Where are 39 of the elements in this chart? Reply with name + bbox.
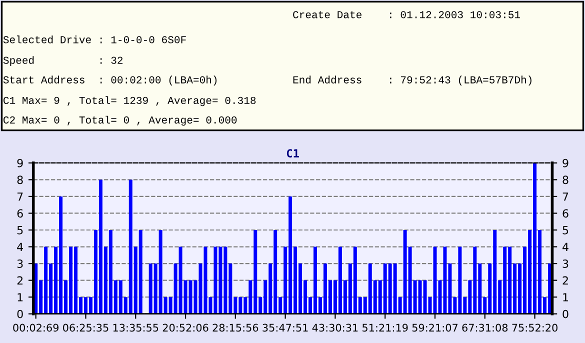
y-tick-label: 9 xyxy=(17,158,23,168)
y2-tick-label: 6 xyxy=(562,209,568,218)
text: Start Address : 00:02:00 (LBA=0h) xyxy=(3,76,217,86)
y-tick-label: 3 xyxy=(17,260,23,268)
text: C1 Max= 9 , Total= 1239 , Average= 0.318 xyxy=(4,96,256,106)
x-tick-label: 75:52:20 xyxy=(512,324,558,332)
y-tick-label: 5 xyxy=(17,226,23,234)
y-tick-label: 0 xyxy=(17,310,23,318)
chart-title: C1 xyxy=(286,149,299,158)
text: C2 Max= 0 , Total= 0 , Average= 0.000 xyxy=(4,116,237,126)
x-tick-label: 06:25:35 xyxy=(63,324,108,332)
y2-tick-label: 1 xyxy=(563,293,568,302)
y2-tick-label: 2 xyxy=(562,276,568,285)
x-tick-label: 20:52:06 xyxy=(162,324,208,332)
y2-tick-label: 8 xyxy=(562,176,568,184)
x-tick-label: 51:21:19 xyxy=(362,324,408,332)
y-tick-label: 1 xyxy=(18,293,23,302)
x-tick-label: 59:21:07 xyxy=(412,324,458,332)
y2-tick-label: 0 xyxy=(562,310,568,318)
y-tick-label: 8 xyxy=(17,176,23,184)
y2-tick-label: 3 xyxy=(562,260,568,268)
x-tick-label: 43:30:31 xyxy=(312,324,358,332)
y-tick-label: 2 xyxy=(17,276,23,285)
text: Speed : 32 xyxy=(3,56,123,66)
y2-tick-label: 9 xyxy=(562,158,568,168)
text: Selected Drive : 1-0-0-0 6S0F xyxy=(3,36,186,44)
text: Create Date : 01.12.2003 10:03:51 xyxy=(293,11,520,18)
text: End Address : 79:52:43 (LBA=57B7Dh) xyxy=(293,76,532,86)
y2-tick-label: 5 xyxy=(562,226,568,234)
x-tick-label: 00:02:69 xyxy=(13,324,58,332)
x-tick-label: 35:47:51 xyxy=(262,324,308,332)
y-tick-label: 4 xyxy=(17,242,23,251)
y2-tick-label: 7 xyxy=(562,192,568,201)
y2-tick-label: 4 xyxy=(562,242,568,251)
y-tick-label: 6 xyxy=(17,209,23,218)
y-tick-label: 7 xyxy=(17,192,23,201)
x-tick-label: 13:35:55 xyxy=(113,324,158,332)
x-tick-label: 28:15:56 xyxy=(212,324,258,332)
x-tick-label: 67:31:08 xyxy=(462,324,508,332)
